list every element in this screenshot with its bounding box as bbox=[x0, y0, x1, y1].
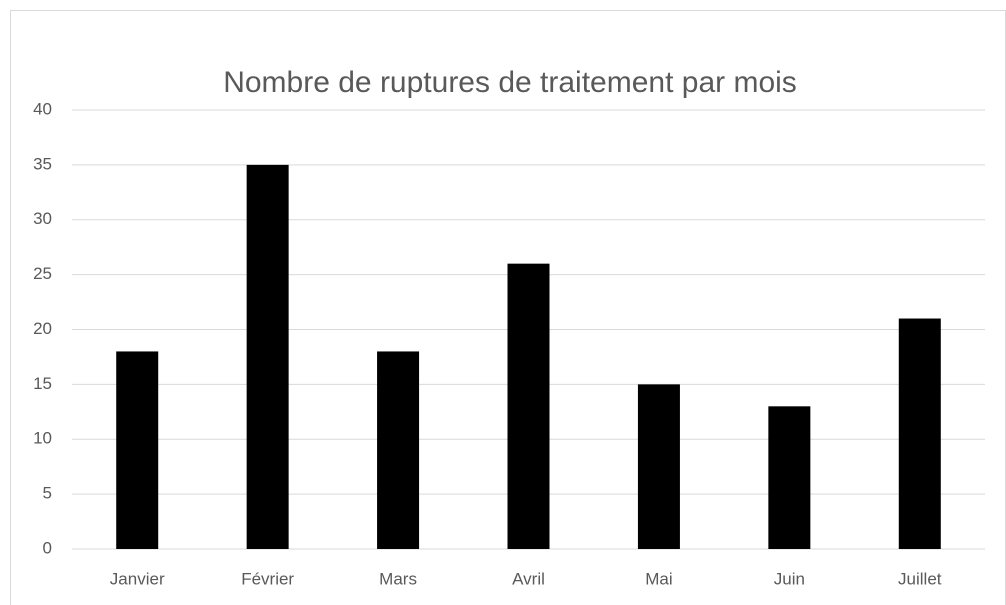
bar bbox=[246, 164, 289, 549]
bar bbox=[637, 384, 680, 549]
y-tick-label: 40 bbox=[33, 99, 52, 118]
y-tick-label: 15 bbox=[33, 374, 52, 393]
x-tick-label: Mars bbox=[379, 569, 417, 588]
y-tick-label: 0 bbox=[43, 538, 52, 557]
y-tick-label: 10 bbox=[33, 429, 52, 448]
y-tick-label: 20 bbox=[33, 319, 52, 338]
y-tick-label: 35 bbox=[33, 154, 52, 173]
x-tick-label: Avril bbox=[512, 569, 545, 588]
chart-title: Nombre de ruptures de traitement par moi… bbox=[223, 66, 797, 99]
y-tick-label: 30 bbox=[33, 209, 52, 228]
x-tick-label: Janvier bbox=[110, 569, 165, 588]
bar bbox=[507, 263, 550, 549]
bar bbox=[898, 318, 941, 549]
x-tick-label: Juin bbox=[774, 569, 805, 588]
y-tick-label: 25 bbox=[33, 264, 52, 283]
y-tick-label: 5 bbox=[43, 484, 52, 503]
bar bbox=[116, 351, 159, 549]
bar bbox=[377, 351, 420, 549]
bar bbox=[768, 406, 811, 549]
x-tick-label: Mai bbox=[645, 569, 672, 588]
x-tick-label: Juillet bbox=[898, 569, 942, 588]
x-tick-label: Février bbox=[241, 569, 294, 588]
